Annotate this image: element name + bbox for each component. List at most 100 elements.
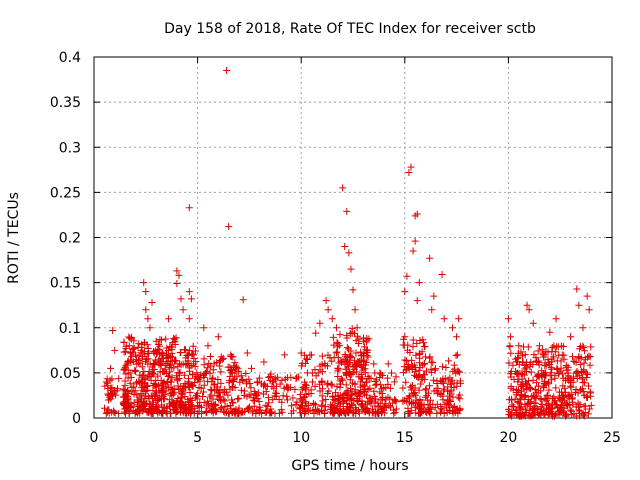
data-point: [343, 402, 351, 410]
data-point: [544, 410, 552, 418]
data-point: [123, 404, 131, 412]
data-point: [154, 346, 162, 354]
data-point: [149, 409, 157, 417]
data-point: [584, 370, 592, 378]
data-point: [348, 395, 356, 403]
data-point: [150, 349, 158, 357]
data-point: [579, 342, 587, 350]
data-point: [115, 375, 123, 383]
data-point: [291, 385, 299, 393]
data-point: [179, 385, 187, 393]
data-point: [217, 368, 225, 376]
data-point: [368, 409, 376, 417]
data-point: [415, 359, 423, 367]
data-point: [208, 375, 216, 383]
data-point: [160, 355, 168, 363]
data-point: [350, 365, 358, 373]
data-point: [188, 402, 196, 410]
data-point: [411, 212, 419, 220]
data-point: [366, 384, 374, 392]
data-point: [172, 409, 180, 417]
data-point: [217, 404, 225, 412]
data-point: [240, 408, 248, 415]
data-point: [544, 395, 552, 403]
data-point: [334, 367, 342, 375]
data-point: [515, 369, 523, 377]
data-point: [170, 364, 178, 372]
data-point: [353, 324, 361, 332]
data-point: [530, 351, 538, 359]
data-point: [234, 395, 242, 403]
data-point: [126, 334, 134, 342]
data-point: [579, 343, 587, 351]
data-point: [527, 384, 535, 392]
data-point: [448, 324, 456, 332]
data-point: [407, 407, 415, 415]
data-point: [384, 360, 392, 368]
data-point: [348, 353, 356, 361]
data-point: [321, 409, 329, 417]
data-point: [407, 383, 415, 391]
data-point: [362, 346, 370, 354]
data-point: [429, 359, 437, 367]
data-point: [517, 403, 525, 411]
data-point: [415, 371, 423, 379]
data-point: [217, 405, 225, 413]
data-point: [557, 406, 565, 414]
data-point: [438, 378, 446, 386]
data-point: [302, 382, 310, 390]
data-point: [305, 390, 313, 398]
data-point: [409, 343, 417, 351]
data-point: [567, 333, 575, 341]
data-point: [345, 249, 353, 257]
data-point: [325, 387, 333, 395]
data-point: [416, 396, 424, 404]
data-point: [199, 388, 207, 396]
data-point: [120, 338, 128, 346]
y-tick-label: 0: [72, 411, 81, 427]
data-point: [434, 384, 442, 392]
data-point: [546, 371, 554, 379]
data-point: [456, 406, 464, 414]
data-point: [284, 385, 292, 393]
data-point: [509, 361, 517, 369]
data-point: [447, 378, 455, 386]
data-point: [546, 328, 554, 336]
data-point: [526, 363, 534, 371]
data-point: [168, 343, 176, 351]
data-point: [176, 349, 184, 357]
data-point: [176, 398, 184, 406]
data-point: [192, 393, 200, 401]
data-point: [123, 396, 131, 404]
data-point: [506, 333, 514, 341]
data-point: [447, 398, 455, 406]
data-point: [404, 361, 412, 369]
data-point: [158, 386, 166, 394]
data-point: [110, 408, 118, 416]
data-point: [171, 338, 179, 346]
data-point: [234, 364, 242, 372]
data-point: [316, 408, 324, 416]
data-point: [559, 382, 567, 390]
data-point: [131, 367, 139, 375]
data-point: [377, 370, 385, 378]
data-point: [321, 360, 329, 368]
data-point: [154, 372, 162, 380]
data-point: [545, 386, 553, 394]
data-point: [148, 400, 156, 408]
data-point: [538, 373, 546, 381]
data-point: [449, 393, 457, 401]
data-point: [195, 403, 203, 411]
data-point: [422, 367, 430, 375]
data-point: [303, 405, 311, 413]
data-point: [210, 360, 218, 368]
data-point: [254, 389, 262, 397]
data-point: [200, 355, 208, 363]
data-point: [580, 412, 588, 420]
data-point: [363, 378, 371, 386]
data-point: [258, 380, 266, 388]
data-point: [409, 362, 417, 370]
data-point: [531, 405, 539, 413]
data-point: [310, 409, 318, 417]
